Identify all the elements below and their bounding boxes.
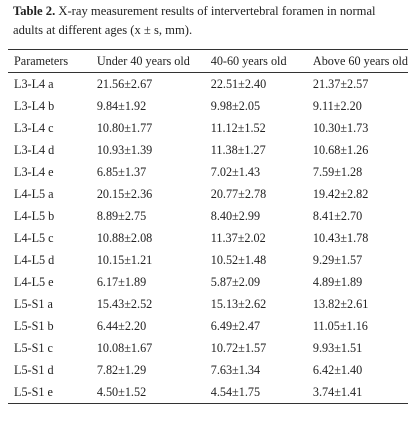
table-row: L4-L5 a 20.15±2.36 20.77±2.78 19.42±2.82 xyxy=(8,183,408,205)
measurement-table: Parameters Under 40 years old 40-60 year… xyxy=(8,49,408,404)
header-parameters: Parameters xyxy=(14,54,69,68)
40-60-cell: 11.38±1.27 xyxy=(210,143,266,157)
table-row: L3-L4 b 9.84±1.92 9.98±2.05 9.11±2.20 xyxy=(8,95,408,117)
40-60-cell: 7.63±1.34 xyxy=(210,363,261,377)
under-40-cell: 10.08±1.67 xyxy=(96,341,153,355)
parameter-cell: L5-S1 b xyxy=(14,319,54,333)
parameter-cell: L5-S1 d xyxy=(14,363,54,377)
40-60-cell: 8.40±2.99 xyxy=(210,209,261,223)
under-40-cell: 6.85±1.37 xyxy=(96,165,147,179)
table-row: L3-L4 e 6.85±1.37 7.02±1.43 7.59±1.28 xyxy=(8,161,408,183)
parameter-cell: L3-L4 a xyxy=(14,77,54,91)
table-row: L4-L5 b 8.89±2.75 8.40±2.99 8.41±2.70 xyxy=(8,205,408,227)
table-row: L5-S1 d 7.82±1.29 7.63±1.34 6.42±1.40 xyxy=(8,359,408,381)
above-60-cell: 7.59±1.28 xyxy=(312,165,363,179)
table-row: L4-L5 c 10.88±2.08 11.37±2.02 10.43±1.78 xyxy=(8,227,408,249)
table-row: L5-S1 b 6.44±2.20 6.49±2.47 11.05±1.16 xyxy=(8,315,408,337)
under-40-cell: 7.82±1.29 xyxy=(96,363,147,377)
table-row: L5-S1 a 15.43±2.52 15.13±2.62 13.82±2.61 xyxy=(8,293,408,315)
under-40-cell: 15.43±2.52 xyxy=(96,297,153,311)
above-60-cell: 19.42±2.82 xyxy=(312,187,369,201)
40-60-cell: 11.37±2.02 xyxy=(210,231,266,245)
under-40-cell: 10.15±1.21 xyxy=(96,253,153,267)
table-caption-label: Table 2. xyxy=(13,4,56,18)
under-40-cell: 8.89±2.75 xyxy=(96,209,147,223)
parameter-cell: L4-L5 a xyxy=(14,187,54,201)
under-40-cell: 6.44±2.20 xyxy=(96,319,147,333)
parameter-cell: L3-L4 e xyxy=(14,165,54,179)
parameter-cell: L3-L4 c xyxy=(14,121,54,135)
40-60-cell: 6.49±2.47 xyxy=(210,319,261,333)
above-60-cell: 9.11±2.20 xyxy=(312,99,362,113)
above-60-cell: 10.30±1.73 xyxy=(312,121,369,135)
table-row: L4-L5 e 6.17±1.89 5.87±2.09 4.89±1.89 xyxy=(8,271,408,293)
parameter-cell: L5-S1 a xyxy=(14,297,53,311)
table-row: L5-S1 c 10.08±1.67 10.72±1.57 9.93±1.51 xyxy=(8,337,408,359)
parameter-cell: L4-L5 b xyxy=(14,209,55,223)
40-60-cell: 20.77±2.78 xyxy=(210,187,267,201)
parameter-cell: L4-L5 d xyxy=(14,253,55,267)
above-60-cell: 9.29±1.57 xyxy=(312,253,363,267)
under-40-cell: 20.15±2.36 xyxy=(96,187,153,201)
40-60-cell: 7.02±1.43 xyxy=(210,165,261,179)
40-60-cell: 9.98±2.05 xyxy=(210,99,261,113)
table-row: L4-L5 d 10.15±1.21 10.52±1.48 9.29±1.57 xyxy=(8,249,408,271)
table-row: L3-L4 d 10.93±1.39 11.38±1.27 10.68±1.26 xyxy=(8,139,408,161)
header-under-40: Under 40 years old xyxy=(96,54,190,68)
table-row: L5-S1 e 4.50±1.52 4.54±1.75 3.74±1.41 xyxy=(8,381,408,404)
40-60-cell: 22.51±2.40 xyxy=(210,77,267,91)
under-40-cell: 10.93±1.39 xyxy=(96,143,153,157)
40-60-cell: 10.72±1.57 xyxy=(210,341,267,355)
table-caption: Table 2. X-ray measurement results of in… xyxy=(13,2,408,40)
40-60-cell: 4.54±1.75 xyxy=(210,385,261,399)
above-60-cell: 8.41±2.70 xyxy=(312,209,363,223)
header-40-60: 40-60 years old xyxy=(210,54,287,68)
under-40-cell: 21.56±2.67 xyxy=(96,77,153,91)
above-60-cell: 3.74±1.41 xyxy=(312,385,363,399)
above-60-cell: 9.93±1.51 xyxy=(312,341,363,355)
parameter-cell: L5-S1 e xyxy=(14,385,53,399)
above-60-cell: 11.05±1.16 xyxy=(312,319,368,333)
above-60-cell: 6.42±1.40 xyxy=(312,363,363,377)
table-header-row: Parameters Under 40 years old 40-60 year… xyxy=(8,49,408,73)
parameter-cell: L4-L5 c xyxy=(14,231,54,245)
under-40-cell: 4.50±1.52 xyxy=(96,385,147,399)
parameter-cell: L3-L4 b xyxy=(14,99,55,113)
40-60-cell: 15.13±2.62 xyxy=(210,297,267,311)
header-above-60: Above 60 years old xyxy=(312,54,408,68)
parameter-cell: L3-L4 d xyxy=(14,143,55,157)
40-60-cell: 5.87±2.09 xyxy=(210,275,261,289)
above-60-cell: 10.43±1.78 xyxy=(312,231,369,245)
40-60-cell: 11.12±1.52 xyxy=(210,121,266,135)
under-40-cell: 10.88±2.08 xyxy=(96,231,153,245)
under-40-cell: 10.80±1.77 xyxy=(96,121,153,135)
above-60-cell: 10.68±1.26 xyxy=(312,143,369,157)
under-40-cell: 6.17±1.89 xyxy=(96,275,147,289)
above-60-cell: 21.37±2.57 xyxy=(312,77,369,91)
above-60-cell: 4.89±1.89 xyxy=(312,275,363,289)
parameter-cell: L4-L5 e xyxy=(14,275,54,289)
above-60-cell: 13.82±2.61 xyxy=(312,297,369,311)
table-caption-text: X-ray measurement results of interverteb… xyxy=(13,4,376,37)
under-40-cell: 9.84±1.92 xyxy=(96,99,147,113)
parameter-cell: L5-S1 c xyxy=(14,341,53,355)
40-60-cell: 10.52±1.48 xyxy=(210,253,267,267)
table-row: L3-L4 c 10.80±1.77 11.12±1.52 10.30±1.73 xyxy=(8,117,408,139)
table-row: L3-L4 a 21.56±2.67 22.51±2.40 21.37±2.57 xyxy=(8,73,408,96)
